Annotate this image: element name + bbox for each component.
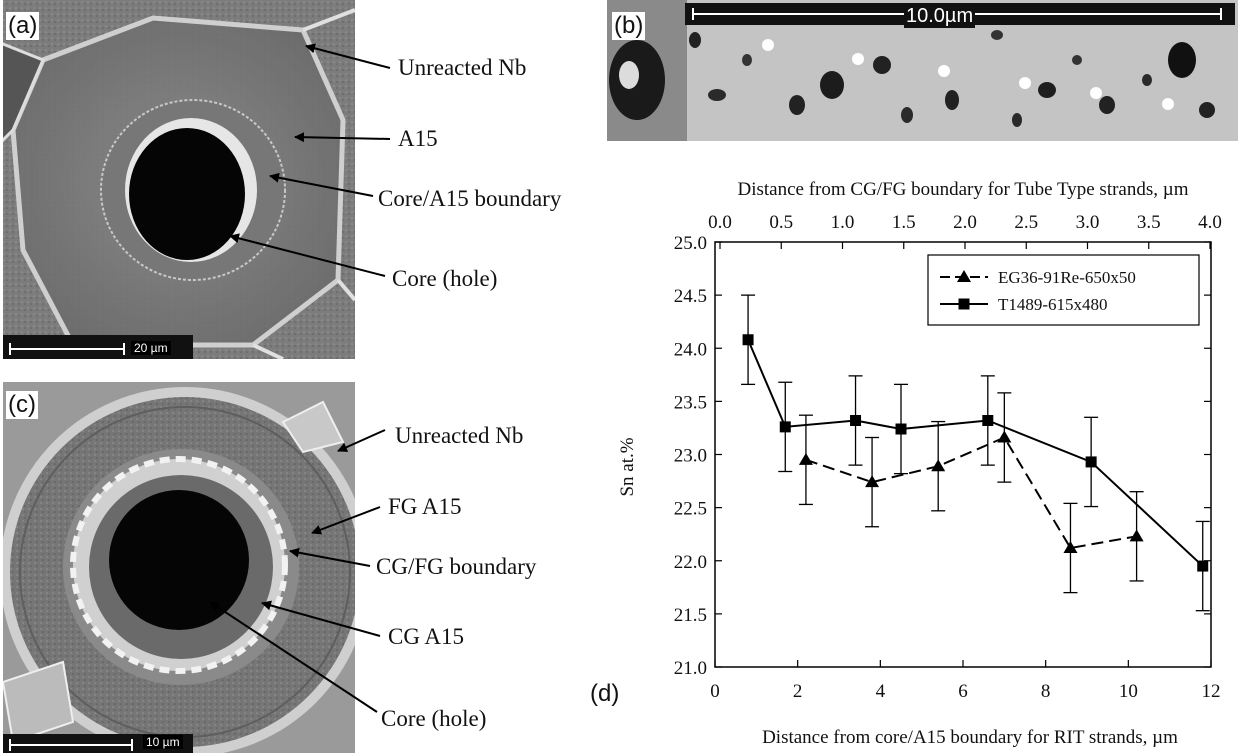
scale-bar-c: 10 µm xyxy=(3,735,188,753)
annotation-core-hole-c: Core (hole) xyxy=(381,706,487,731)
y-tick-label: 21.5 xyxy=(674,605,707,626)
y-tick-label: 22.5 xyxy=(674,499,707,520)
annotation-a15-a: A15 xyxy=(398,126,438,151)
top-tick-label: 1.0 xyxy=(831,212,855,233)
annotation-unreacted-nb-c: Unreacted Nb xyxy=(395,423,524,448)
data-point-triangle xyxy=(1063,541,1078,553)
data-point-square xyxy=(742,334,754,346)
legend-marker-square xyxy=(958,298,970,310)
top-tick-label: 0.0 xyxy=(708,212,732,233)
data-point-square xyxy=(1197,560,1209,572)
y-tick-label: 24.0 xyxy=(674,339,707,360)
x-tick-label: 2 xyxy=(793,681,803,702)
series-t1489 xyxy=(741,294,1210,612)
legend-label: EG36-91Re-650x50 xyxy=(998,268,1136,287)
data-point-square xyxy=(1085,456,1097,468)
series-eg36 xyxy=(798,392,1144,594)
x-tick-label: 10 xyxy=(1119,681,1138,702)
panel-label-a: (a) xyxy=(6,12,40,40)
y-tick-label: 25.0 xyxy=(674,233,707,254)
data-point-square xyxy=(850,415,862,426)
scale-bar-b-label: 10.0µm xyxy=(904,5,976,28)
arrow-unreacted-nb-c xyxy=(337,429,386,452)
top-tick-label: 0.5 xyxy=(769,212,793,233)
scale-bar-a: 20 µm xyxy=(3,341,188,357)
sem-image-a xyxy=(3,0,355,359)
data-point-triangle xyxy=(997,430,1012,443)
scale-bar-a-label: 20 µm xyxy=(131,341,171,355)
data-point-triangle xyxy=(1129,529,1144,542)
top-tick-label: 2.0 xyxy=(953,212,977,233)
series-line xyxy=(805,436,1137,550)
chart-y-ticks: 21.0 21.5 22.0 22.5 23.0 23.5 24.0 24.5 25.0 xyxy=(674,233,1211,679)
arrow-unreacted-nb-a xyxy=(305,43,391,69)
chart-x-axis-title: Distance from core/A15 boundary for RIT … xyxy=(762,727,1178,748)
annotation-unreacted-nb-a: Unreacted Nb xyxy=(398,55,527,80)
chart-series xyxy=(741,294,1210,612)
x-tick-label: 6 xyxy=(958,681,968,702)
y-tick-label: 22.0 xyxy=(674,552,707,573)
y-tick-label: 24.5 xyxy=(674,286,707,307)
chart-legend: EG36-91Re-650x50 T1489-615x480 xyxy=(927,254,1200,326)
top-tick-label: 4.0 xyxy=(1198,212,1222,233)
data-point-square xyxy=(779,421,791,433)
top-tick-label: 3.0 xyxy=(1076,212,1100,233)
series-line xyxy=(747,339,1204,567)
arrow-cg-fg-boundary-c xyxy=(289,547,371,567)
data-point-triangle xyxy=(931,459,946,472)
panel-label-b: (b) xyxy=(612,12,646,40)
scale-bar-c-label: 10 µm xyxy=(143,735,183,749)
x-tick-label: 4 xyxy=(876,681,886,702)
annotation-cg-fg-boundary-c: CG/FG boundary xyxy=(376,554,537,579)
annotation-fg-a15-c: FG A15 xyxy=(388,494,462,519)
data-point-square xyxy=(982,415,994,426)
y-tick-label: 21.0 xyxy=(674,658,707,679)
sem-image-a-graphic xyxy=(3,0,355,359)
arrow-core-a15-boundary-a xyxy=(269,172,374,197)
y-tick-label: 23.0 xyxy=(674,446,707,467)
legend-marker-triangle xyxy=(957,270,971,282)
x-tick-label: 12 xyxy=(1202,681,1221,702)
top-tick-label: 2.5 xyxy=(1014,212,1038,233)
chart-top-axis-title: Distance from CG/FG boundary for Tube Ty… xyxy=(738,179,1189,200)
annotation-core-a15-boundary-a: Core/A15 boundary xyxy=(378,186,562,211)
x-tick-label: 0 xyxy=(710,681,720,702)
chart-y-axis-title: Sn at.% xyxy=(617,437,638,496)
arrow-core-hole-c xyxy=(209,601,378,713)
x-tick-label: 8 xyxy=(1041,681,1051,702)
sem-image-b xyxy=(607,0,1238,141)
sem-image-c xyxy=(3,382,355,753)
panel-label-c: (c) xyxy=(6,391,38,419)
chart-x-ticks: 0 2 4 6 8 10 12 xyxy=(710,660,1221,702)
arrow-fg-a15-c xyxy=(311,506,381,535)
sem-image-c-graphic xyxy=(3,382,355,753)
annotation-core-hole-a: Core (hole) xyxy=(392,266,498,291)
data-point-square xyxy=(895,423,907,435)
data-point-triangle xyxy=(798,452,813,465)
top-tick-label: 3.5 xyxy=(1137,212,1161,233)
sem-image-b-graphic xyxy=(607,0,1238,141)
arrow-core-hole-a xyxy=(229,233,386,277)
top-tick-label: 1.5 xyxy=(892,212,916,233)
chart-sn-concentration: Distance from CG/FG boundary for Tube Ty… xyxy=(617,179,1222,748)
data-point-triangle xyxy=(865,475,880,488)
annotation-cg-a15-c: CG A15 xyxy=(388,624,465,649)
panel-label-d: (d) xyxy=(588,680,622,708)
legend-box xyxy=(927,254,1200,326)
chart-top-ticks: 0.0 0.5 1.0 1.5 2.0 2.5 3.0 3.5 4.0 xyxy=(708,212,1222,249)
y-tick-label: 23.5 xyxy=(674,392,707,413)
arrow-a15-a xyxy=(294,132,391,143)
legend-label: T1489-615x480 xyxy=(998,295,1108,314)
arrow-cg-a15-c xyxy=(261,600,381,637)
